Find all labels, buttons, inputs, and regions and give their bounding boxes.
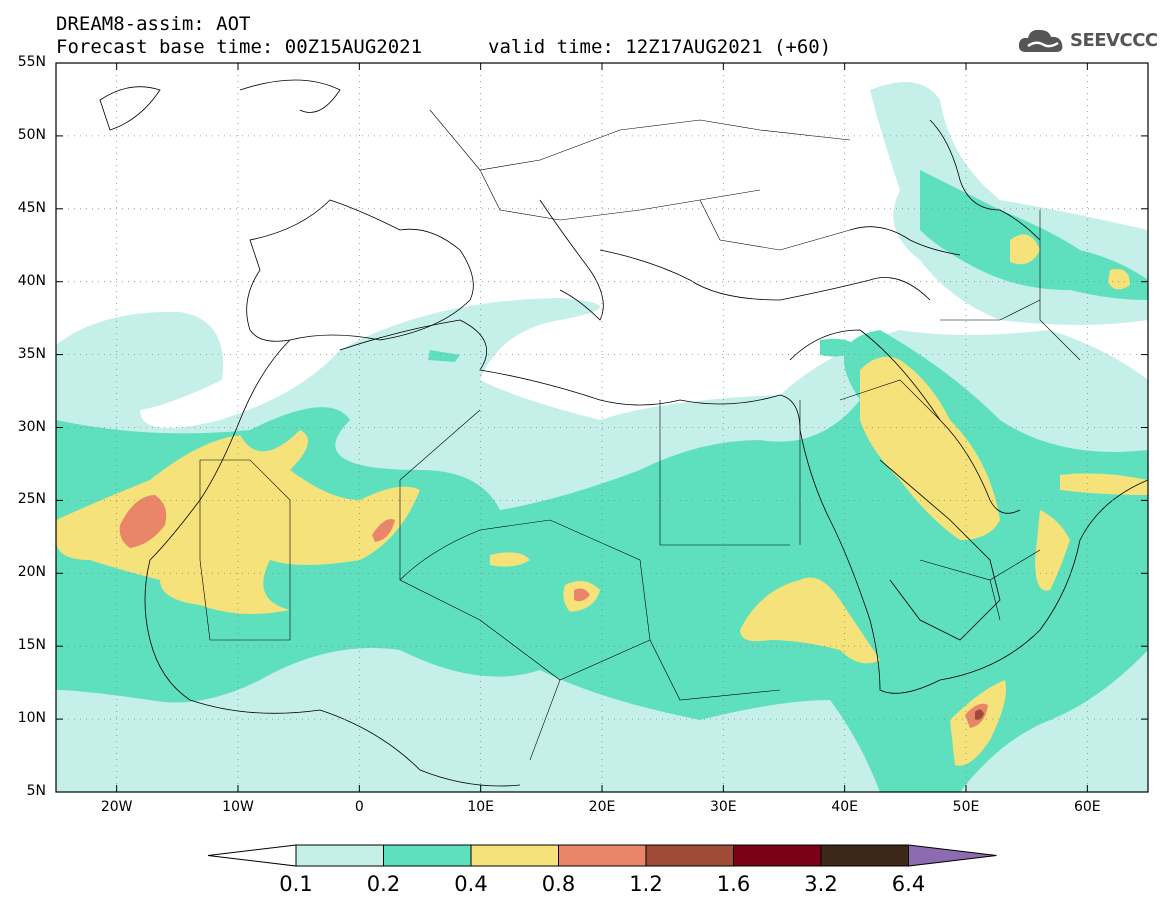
aot-level-3-areas xyxy=(56,234,1148,766)
lat-tick-label: 55N xyxy=(17,54,46,70)
colorbar-label: 1.6 xyxy=(716,872,751,896)
lon-tick-label: 10W xyxy=(222,799,254,815)
lon-tick-label: 40E xyxy=(831,799,858,815)
logo-text: SEEVCCC xyxy=(1070,30,1158,51)
lon-tick-label: 50E xyxy=(952,799,980,815)
lat-tick-label: 45N xyxy=(17,199,46,216)
lat-tick-label: 35N xyxy=(17,345,46,362)
base-time: Forecast base time: 00Z15AUG2021 xyxy=(56,36,423,58)
seevccc-logo: SEEVCCC xyxy=(1016,24,1158,58)
colorbar-label: 1.2 xyxy=(629,872,663,896)
colorbar-label: 0.2 xyxy=(366,872,401,896)
lon-tick-label: 0 xyxy=(354,799,364,815)
lon-tick-label: 60E xyxy=(1073,799,1101,815)
colorbar-label: 3.2 xyxy=(804,872,838,896)
colorbar-label: 0.1 xyxy=(279,872,313,896)
lon-tick-label: 20E xyxy=(588,799,616,815)
aot-level-4-areas xyxy=(119,495,988,728)
lat-tick-label: 30N xyxy=(17,418,46,435)
lat-tick-label: 25N xyxy=(17,491,46,508)
borders xyxy=(199,109,1081,761)
lon-tick-label: 30E xyxy=(709,799,737,815)
lat-tick-label: 40N xyxy=(17,272,46,289)
lat-tick-label: 50N xyxy=(17,126,46,143)
colorbar-label: 0.4 xyxy=(454,872,488,896)
lat-tick-label: 5N xyxy=(26,783,46,799)
lon-tick-label: 10E xyxy=(467,799,494,815)
graticule xyxy=(56,63,1148,792)
lon-tick-label: 20W xyxy=(100,799,133,815)
cloud-icon xyxy=(1018,29,1063,52)
lat-tick-label: 20N xyxy=(17,564,46,581)
coastlines xyxy=(99,79,1148,787)
product-title: DREAM8-assim: AOT xyxy=(56,13,251,35)
aot-level-5-areas xyxy=(975,709,984,720)
colorbar-label: 0.8 xyxy=(541,872,576,896)
lat-tick-label: 15N xyxy=(17,637,46,654)
valid-time: valid time: 12Z17AUG2021 (+60) xyxy=(488,36,832,58)
lat-tick-label: 10N xyxy=(17,710,46,727)
colorbar-label: 6.4 xyxy=(891,872,926,896)
